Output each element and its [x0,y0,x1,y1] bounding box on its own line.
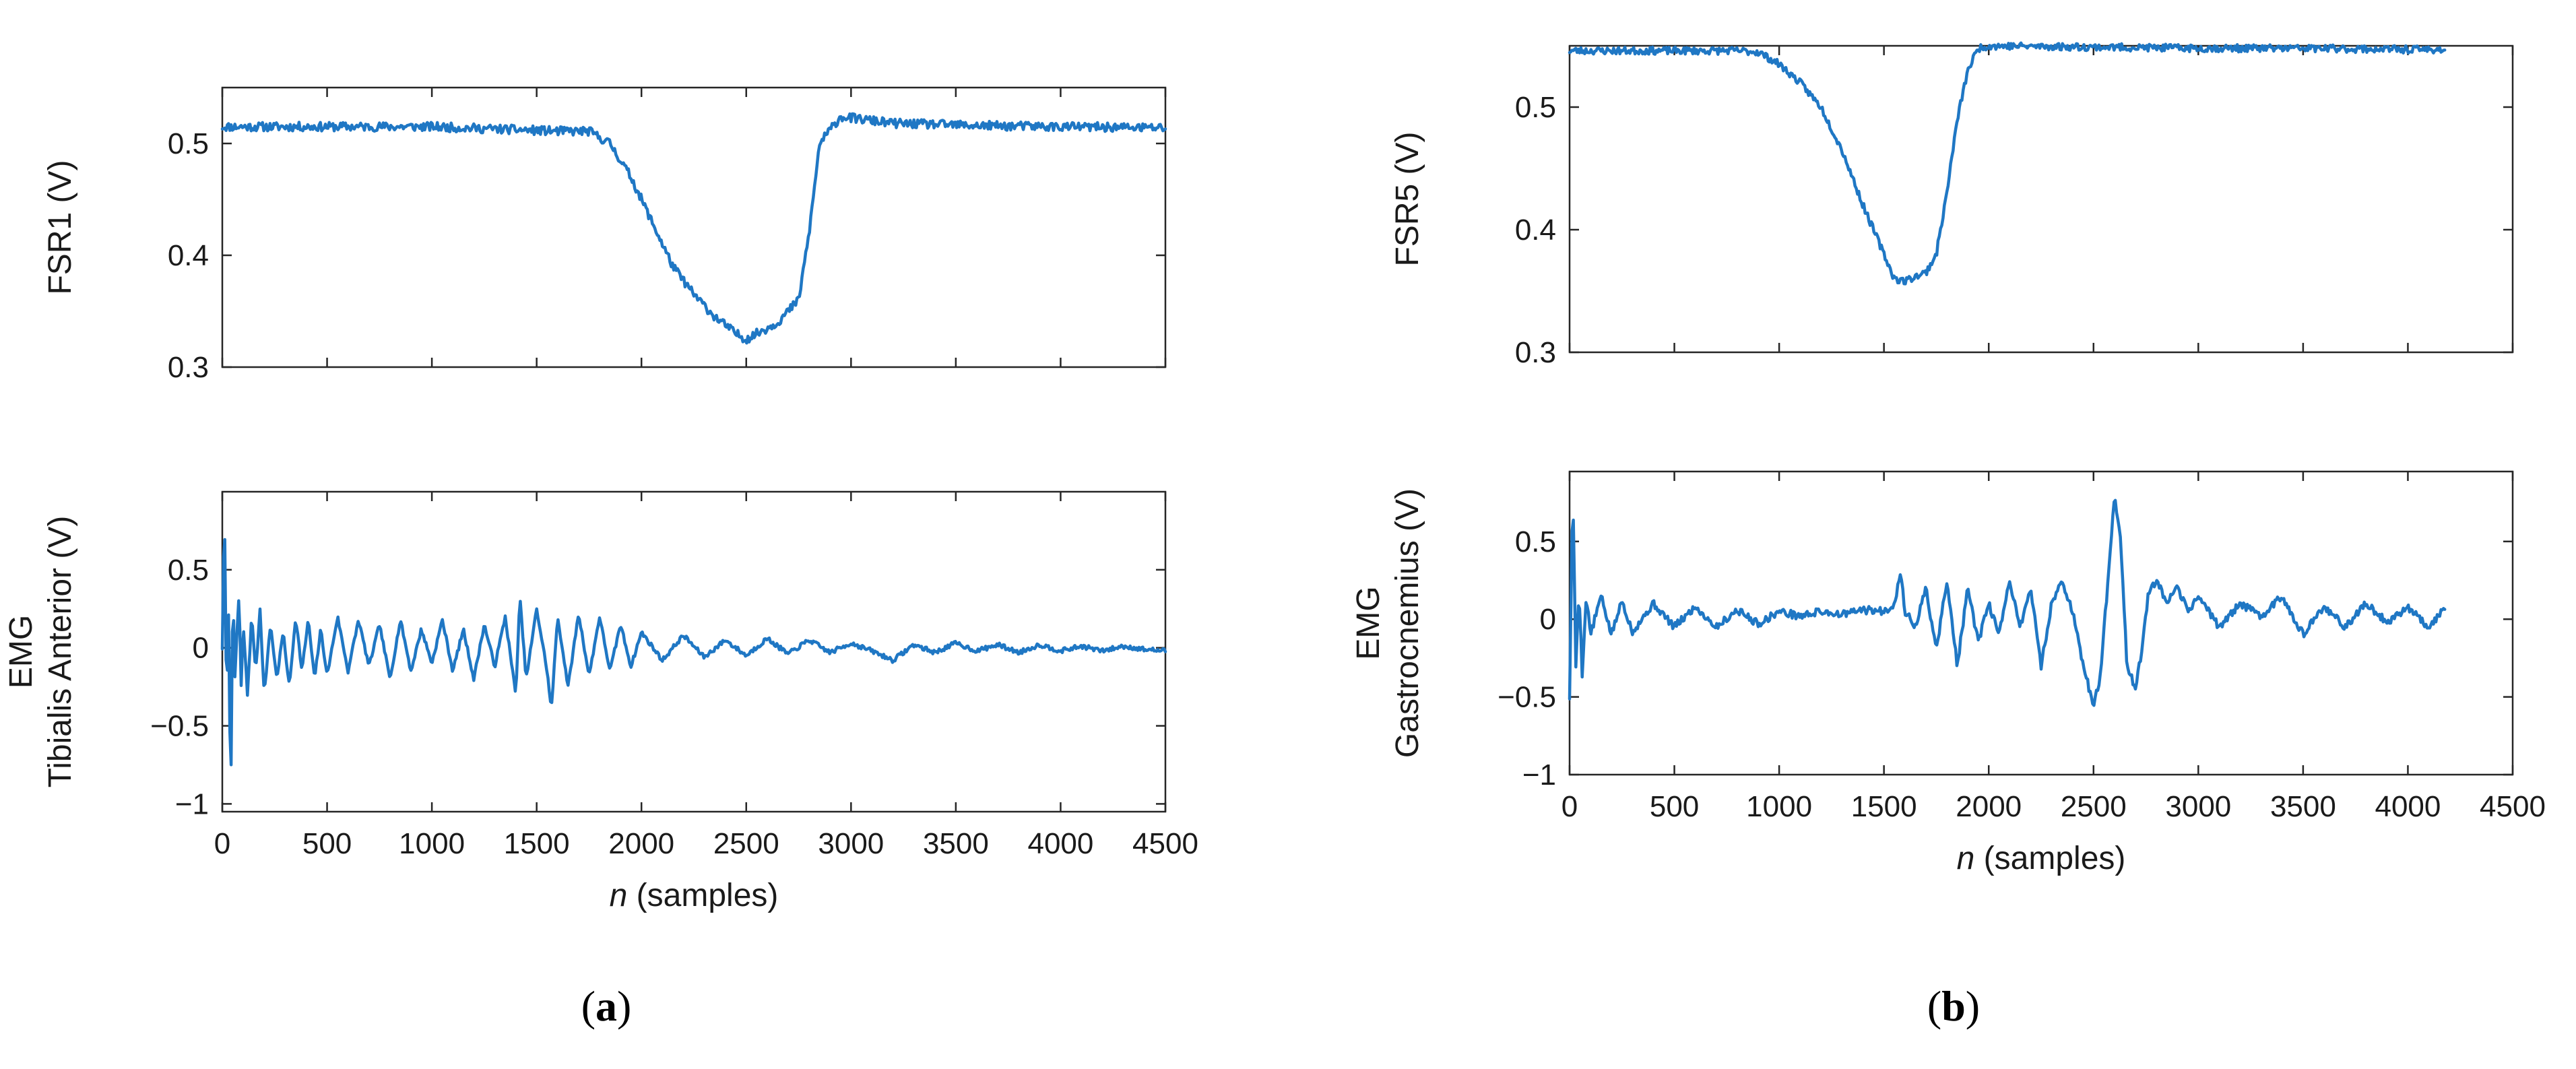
chart-b-top-ylabel: FSR5 (V) [1390,131,1425,266]
chart-a-bottom-xtick-label: 4500 [1132,827,1198,860]
chart-a-bottom-ylabel-line: Tibialis Anterior (V) [42,516,78,788]
chart-b-bottom-xtick-label: 500 [1650,790,1699,823]
chart-b-top-ytick-label: 0.3 [1515,336,1556,369]
chart-a-bottom-xtick-label: 2000 [608,827,674,860]
chart-b-bottom-ytick-label: −1 [1522,758,1556,791]
panel-label-a: (a) [581,982,632,1030]
chart-a-bottom-ytick-label: 0 [193,632,209,665]
chart-a-bottom-ylabel: EMG Tibialis Anterior (V) [3,516,78,788]
chart-b-bottom-xtick-label: 3000 [2165,790,2231,823]
chart-a-bottom-xtick-label: 0 [214,827,230,860]
chart-b-bottom-ytick-label: 0 [1540,603,1556,636]
chart-b-bottom-ytick-label: −0.5 [1498,681,1556,714]
chart-b-bottom-xlabel: n (samples) [1957,841,2126,876]
chart-b-bottom-xtick-label: 2500 [2061,790,2127,823]
chart-a-bottom-xtick-label: 500 [302,827,352,860]
chart-a-bottom-ytick-label: −0.5 [150,710,209,743]
panel-label-b: (b) [1927,982,1980,1030]
chart-a-bottom-ytick-label: 0.5 [168,554,209,587]
chart-a-bottom-xtick-label: 4000 [1027,827,1093,860]
chart-b-bottom-xtick-label: 4000 [2375,790,2441,823]
chart-a-bottom-xtick-label: 3500 [923,827,989,860]
chart-b-top: 0.3 0.4 0.5 FSR5 (V) [1390,41,2514,369]
chart-a-bottom-xtick-label: 3000 [818,827,884,860]
chart-a-bottom-ylabel-line: EMG [3,615,39,688]
chart-b-bottom-xtick-label: 1000 [1746,790,1812,823]
chart-a-bottom-xlabel: n (samples) [610,878,779,913]
chart-b-bottom-ylabel-line: EMG [1351,586,1386,659]
chart-a-top-series-line [220,112,1167,345]
chart-a-bottom-xtick-label: 1000 [399,827,465,860]
chart-b-bottom-xtick-label: 4500 [2480,790,2546,823]
chart-a-bottom-xtick-label: 1500 [504,827,570,860]
chart-b-bottom-xtick-label: 3500 [2270,790,2336,823]
chart-b-bottom-ylabel-line: Gastrocnemius (V) [1390,488,1425,758]
chart-a-top-ytick-label: 0.4 [168,239,209,272]
chart-a-bottom: 0 500 1000 1500 2000 2500 3000 3500 4000 4500 −1 −0… [3,490,1198,913]
chart-a-top: 0.3 0.4 0.5 FSR1 (V) [42,86,1167,384]
chart-b-top-series-line [1568,41,2447,286]
chart-a-bottom-ytick-label: −1 [175,787,209,820]
chart-a-top-ytick-label: 0.5 [168,127,209,160]
chart-b-bottom-series-line [1568,498,2447,707]
chart-a-top-frame [221,86,1167,368]
chart-a-bottom-series-line [220,538,1167,767]
chart-b-bottom-xtick-label: 1500 [1851,790,1917,823]
chart-b-bottom-ylabel: EMG Gastrocnemius (V) [1351,488,1425,758]
chart-b-top-frame [1568,44,2514,354]
chart-b-bottom: 0 500 1000 1500 2000 2500 3000 3500 4000 4500 −1 −0… [1351,470,2546,876]
chart-a-bottom-xtick-label: 2500 [713,827,779,860]
chart-b-bottom-xtick-label: 0 [1561,790,1578,823]
chart-b-top-ytick-label: 0.4 [1515,214,1556,247]
chart-a-top-ylabel: FSR1 (V) [42,160,78,294]
chart-a-top-ytick-label: 0.3 [168,351,209,384]
chart-b-bottom-ytick-label: 0.5 [1515,525,1556,558]
chart-b-top-ytick-label: 0.5 [1515,91,1556,124]
chart-b-bottom-xtick-label: 2000 [1956,790,2022,823]
